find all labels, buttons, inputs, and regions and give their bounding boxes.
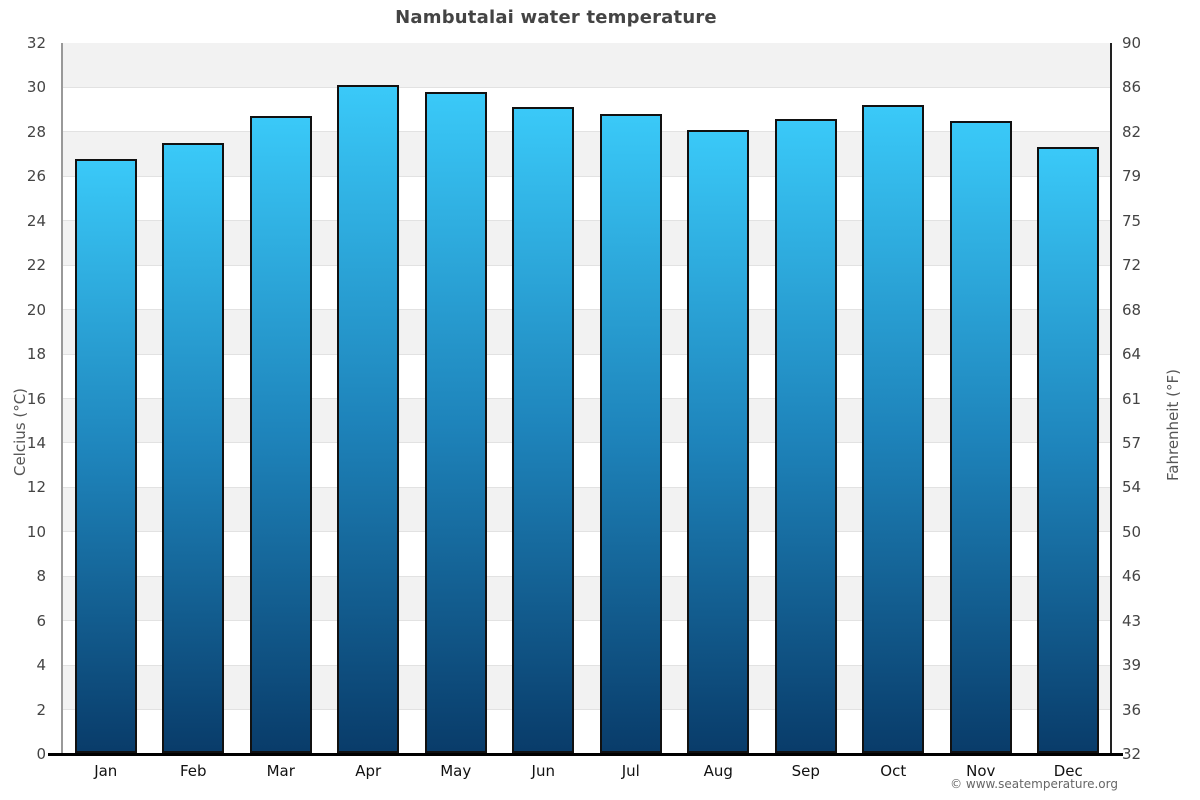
celsius-tick-30: 30 — [26, 78, 46, 97]
fahrenheit-tick-68: 68 — [1122, 300, 1142, 319]
right-axis-line — [1110, 43, 1112, 754]
celsius-tick-8: 8 — [36, 567, 46, 586]
celsius-tick-2: 2 — [36, 700, 46, 719]
fahrenheit-tick-86: 86 — [1122, 78, 1142, 97]
celsius-tick-32: 32 — [26, 34, 46, 52]
x-tick-jan: Jan — [94, 762, 118, 780]
x-tick-apr: Apr — [355, 762, 382, 780]
gridline — [62, 486, 1112, 488]
celsius-tick-26: 26 — [26, 167, 46, 186]
plot-band — [62, 309, 1112, 355]
gridline — [62, 353, 1112, 355]
gridline — [62, 309, 1112, 311]
x-tick-feb: Feb — [179, 762, 207, 780]
plot-band — [62, 576, 1112, 621]
fahrenheit-tick-72: 72 — [1122, 256, 1142, 275]
x-tick-jun: Jun — [531, 762, 555, 780]
fahrenheit-tick-90: 90 — [1122, 34, 1142, 52]
bar-may — [424, 91, 487, 753]
bar-jul — [599, 114, 662, 753]
celsius-tick-22: 22 — [26, 256, 46, 275]
fahrenheit-tick-32: 32 — [1122, 745, 1142, 763]
fahrenheit-tick-54: 54 — [1122, 478, 1142, 497]
celsius-tick-18: 18 — [26, 345, 46, 364]
fahrenheit-axis-title: Fahrenheit (°F) — [1164, 369, 1182, 481]
celsius-tick-14: 14 — [26, 433, 46, 452]
celsius-tick-12: 12 — [26, 478, 46, 497]
fahrenheit-tick-57: 57 — [1122, 433, 1142, 452]
x-tick-nov: Nov — [966, 762, 996, 780]
left-axis-line — [61, 43, 63, 754]
gridline — [62, 531, 1112, 533]
chart-title: Nambutalai water temperature — [395, 7, 717, 28]
plot-band — [62, 398, 1112, 443]
bar-apr — [337, 85, 400, 753]
x-tick-aug: Aug — [703, 762, 733, 780]
bar-aug — [687, 129, 750, 753]
fahrenheit-tick-75: 75 — [1122, 211, 1142, 230]
bar-feb — [162, 142, 225, 753]
gridline — [62, 220, 1112, 222]
gridline — [62, 86, 1112, 88]
x-tick-oct: Oct — [880, 762, 907, 780]
celsius-tick-4: 4 — [36, 656, 46, 675]
bottom-axis-line — [48, 753, 1123, 756]
celsius-tick-16: 16 — [26, 389, 46, 408]
x-tick-dec: Dec — [1053, 762, 1083, 780]
bar-jun — [512, 107, 575, 753]
celsius-tick-24: 24 — [26, 211, 46, 230]
gridline — [62, 664, 1112, 666]
gridline — [62, 264, 1112, 266]
celsius-tick-10: 10 — [26, 522, 46, 541]
site-credit-link[interactable]: © www.seatemperature.org — [950, 777, 1118, 791]
celsius-tick-20: 20 — [26, 300, 46, 319]
gridline — [62, 709, 1112, 711]
celsius-tick-28: 28 — [26, 122, 46, 141]
plot-band — [62, 220, 1112, 266]
bar-dec — [1037, 147, 1100, 753]
bar-oct — [862, 105, 925, 753]
gridline — [62, 620, 1112, 622]
fahrenheit-tick-36: 36 — [1122, 700, 1142, 719]
celsius-tick-0: 0 — [36, 745, 46, 763]
fahrenheit-tick-61: 61 — [1122, 389, 1142, 408]
x-tick-sep: Sep — [791, 762, 820, 780]
plot-band — [62, 487, 1112, 532]
gridline — [62, 442, 1112, 444]
bar-mar — [249, 116, 312, 753]
gridline — [62, 575, 1112, 577]
x-tick-jul: Jul — [621, 762, 640, 780]
plot-band — [62, 665, 1112, 710]
x-tick-may: May — [440, 762, 472, 780]
gridline — [62, 175, 1112, 177]
bar-jan — [74, 158, 137, 753]
plot-band — [62, 43, 1112, 88]
bar-sep — [774, 118, 837, 753]
x-tick-mar: Mar — [266, 762, 295, 780]
fahrenheit-tick-79: 79 — [1122, 167, 1142, 186]
bar-nov — [949, 120, 1012, 753]
fahrenheit-tick-64: 64 — [1122, 345, 1142, 364]
celsius-tick-6: 6 — [36, 611, 46, 630]
plot-band — [62, 131, 1112, 177]
fahrenheit-tick-43: 43 — [1122, 611, 1142, 630]
fahrenheit-tick-50: 50 — [1122, 522, 1142, 541]
gridline — [62, 131, 1112, 133]
fahrenheit-tick-46: 46 — [1122, 567, 1142, 586]
gridline — [62, 398, 1112, 399]
fahrenheit-tick-82: 82 — [1122, 122, 1142, 141]
fahrenheit-tick-39: 39 — [1122, 656, 1142, 675]
